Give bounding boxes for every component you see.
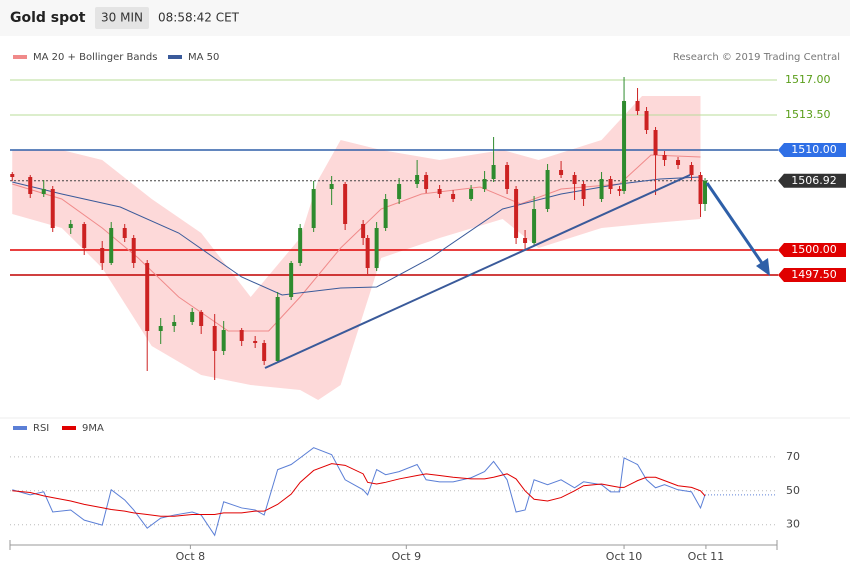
candle-body: [82, 224, 87, 248]
indicator-line: [12, 447, 706, 537]
candle-body: [482, 179, 487, 189]
candle-body: [122, 228, 127, 238]
candle-body: [644, 111, 649, 130]
legend-label: RSI: [33, 423, 49, 434]
candle-body: [599, 179, 604, 199]
x-tick-label: Oct 10: [606, 550, 643, 563]
legend-label: MA 20 + Bollinger Bands: [33, 52, 157, 63]
level-label-box: [778, 143, 846, 157]
x-tick-label: Oct 9: [392, 550, 422, 563]
candle-body: [689, 165, 694, 175]
candle-body: [514, 189, 519, 238]
candle-body: [469, 189, 474, 199]
candle-body: [415, 175, 420, 184]
candle-body: [532, 209, 537, 243]
candle-body: [491, 165, 496, 179]
level-label-box: [778, 268, 846, 282]
moving-average: [12, 154, 701, 332]
legend-swatch: [62, 426, 76, 430]
candle-body: [145, 263, 150, 331]
y-tick-label: 70: [786, 450, 800, 463]
candle-body: [158, 326, 163, 331]
legend-swatch: [13, 426, 27, 430]
level-label: 1513.50: [785, 108, 831, 121]
candle-body: [397, 184, 402, 199]
candle-body: [545, 170, 550, 209]
candle-body: [239, 330, 244, 341]
candle-body: [262, 343, 267, 361]
candle-body: [41, 189, 46, 194]
indicator-line: [12, 463, 706, 517]
trend-line: [264, 174, 691, 369]
legend-swatch: [168, 55, 182, 59]
candle-body: [311, 189, 316, 228]
candle-body: [581, 184, 586, 199]
legend-label: MA 50: [188, 52, 219, 63]
interval-box[interactable]: [95, 7, 149, 29]
candle-body: [68, 224, 73, 228]
forecast-arrow: [705, 182, 766, 267]
candle-body: [329, 184, 334, 189]
candle-body: [298, 228, 303, 263]
candle-body: [275, 297, 280, 361]
candle-body: [698, 175, 703, 204]
candle-body: [617, 189, 622, 191]
candle-body: [437, 189, 442, 194]
candle-body: [109, 228, 114, 263]
x-tick-label: Oct 11: [688, 550, 725, 563]
candle-body: [653, 130, 658, 155]
candle-body: [100, 248, 105, 263]
bollinger-band: [12, 96, 701, 400]
level-label-box: [778, 173, 846, 188]
x-tick-label: Oct 8: [176, 550, 206, 563]
candle-body: [572, 175, 577, 184]
y-tick-label: 50: [786, 484, 800, 497]
plot: MA 20 + Bollinger Bands MA 50 1517.00 1513.…: [9, 52, 846, 563]
y-tick-label: 30: [786, 518, 800, 531]
candle-body: [212, 326, 217, 351]
candle-body: [622, 101, 627, 191]
candle-body: [676, 160, 681, 165]
candle-body: [199, 312, 204, 326]
candle-body: [50, 189, 55, 228]
candle-body: [559, 170, 564, 175]
candle-body: [608, 179, 613, 189]
candle-body: [221, 330, 226, 351]
candle-body: [635, 101, 640, 111]
time: 08:58:42 CET: [158, 11, 240, 25]
candle-body: [383, 199, 388, 228]
legend-label: 9MA: [82, 423, 104, 434]
level-label: 1506.92: [791, 174, 837, 187]
candle-body: [703, 180, 708, 204]
candle-body: [451, 194, 456, 199]
candle-body: [289, 263, 294, 297]
candle-body: [365, 238, 370, 268]
arrow-head: [756, 258, 770, 276]
candle-body: [131, 238, 136, 263]
candle-body: [10, 174, 15, 177]
candle-body: [374, 228, 379, 268]
candle-body: [662, 155, 667, 160]
level-label: 1500.00: [791, 243, 837, 256]
candle-body: [253, 341, 258, 343]
level-label-box: [778, 243, 846, 257]
level-label: 1497.50: [791, 268, 837, 281]
candle-body: [28, 177, 33, 194]
candle-body: [523, 238, 528, 243]
candle-body: [190, 312, 195, 322]
level-label: 1510.00: [791, 143, 837, 156]
level-label: 1517.00: [785, 73, 831, 86]
candle-body: [424, 175, 429, 189]
legend-swatch: [13, 55, 27, 59]
candle-body: [343, 184, 348, 224]
title: Gold spot: [10, 10, 86, 26]
credit: Research © 2019 Trading Central: [673, 52, 840, 63]
candle-body: [505, 165, 510, 189]
candle-body: [361, 224, 366, 238]
interval[interactable]: 30 MIN: [101, 11, 143, 25]
candle-body: [172, 322, 177, 326]
